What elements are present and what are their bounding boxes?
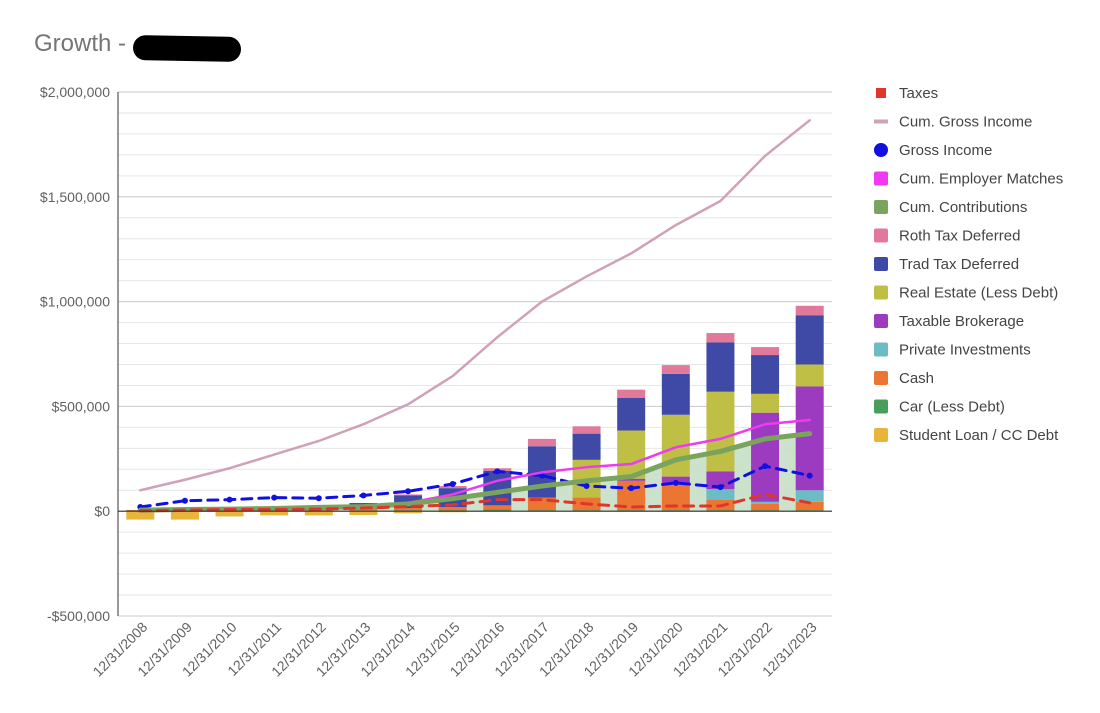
bar-student-loan-cc-debt: [126, 511, 155, 520]
y-tick-label: $2,000,000: [40, 84, 110, 100]
legend-marker-cum-contributions: [874, 200, 888, 214]
point-gross-income: [181, 497, 188, 504]
bar-cash: [795, 501, 824, 511]
bar-real-estate-less-debt: [706, 391, 735, 472]
legend-label-real-estate-less-debt: Real Estate (Less Debt): [899, 285, 1058, 302]
legend-marker-roth-tax-deferred: [874, 228, 888, 243]
bar-private-investments: [795, 490, 824, 502]
bar-student-loan-cc-debt: [349, 511, 378, 515]
legend-label-taxes: Taxes: [899, 85, 938, 102]
bar-trad-tax-deferred: [795, 315, 824, 365]
bar-taxable-brokerage: [706, 471, 735, 490]
legend-label-roth-tax-deferred: Roth Tax Deferred: [899, 228, 1020, 245]
bar-cash: [483, 505, 512, 510]
bar-private-investments: [706, 489, 735, 500]
bar-student-loan-cc-debt: [170, 511, 199, 520]
legend-label-cash: Cash: [899, 370, 934, 387]
bar-roth-tax-deferred: [661, 365, 690, 374]
point-gross-income: [762, 463, 769, 470]
line-gross-income: [138, 464, 812, 509]
bar-student-loan-cc-debt: [215, 511, 244, 517]
bar-taxable-brokerage: [617, 478, 646, 481]
bar-cash: [438, 507, 467, 511]
bar-real-estate-less-debt: [751, 393, 780, 413]
bar-roth-tax-deferred: [706, 333, 735, 343]
legend-marker-real-estate-less-debt: [874, 285, 888, 300]
legend-marker-trad-tax-deferred: [874, 257, 888, 271]
legend-marker-student-loan-cc-debt: [874, 428, 888, 442]
bar-private-investments: [751, 501, 780, 504]
y-tick-label: $0: [94, 503, 110, 519]
bar-real-estate-less-debt: [795, 364, 824, 387]
legend-marker-private-investments: [874, 342, 888, 357]
point-gross-income: [494, 468, 501, 475]
point-gross-income: [449, 480, 456, 487]
point-gross-income: [226, 496, 233, 503]
bar-roth-tax-deferred: [795, 305, 824, 316]
bar-taxable-brokerage: [751, 412, 780, 502]
y-tick-label: $500,000: [52, 398, 111, 414]
legend-label-taxable-brokerage: Taxable Brokerage: [899, 313, 1024, 330]
bar-roth-tax-deferred: [527, 438, 556, 447]
bar-car-less-debt: [483, 509, 512, 512]
legend-label-cum-contributions: Cum. Contributions: [899, 199, 1027, 216]
legend-label-car-less-debt: Car (Less Debt): [899, 399, 1005, 416]
bar-trad-tax-deferred: [706, 342, 735, 392]
y-tick-label: $1,000,000: [40, 294, 110, 310]
point-gross-income: [271, 494, 278, 501]
y-tick-label: -$500,000: [47, 608, 110, 624]
legend-marker-cum-gross-income: [874, 119, 888, 124]
point-gross-income: [806, 472, 813, 479]
legend-label-student-loan-cc-debt: Student Loan / CC Debt: [899, 427, 1059, 444]
legend-label-private-investments: Private Investments: [899, 342, 1031, 359]
bar-cash: [394, 508, 423, 511]
bar-trad-tax-deferred: [617, 398, 646, 431]
legend: Taxes Cum. Gross Income Gross Income Cum. E…: [874, 85, 1063, 444]
legend-label-cum-employer-matches: Cum. Employer Matches: [899, 171, 1063, 188]
line-taxes: [138, 492, 812, 513]
line-cum-gross-income: [139, 119, 811, 492]
bar-cash: [751, 503, 780, 511]
bar-roth-tax-deferred: [572, 426, 601, 434]
bar-trad-tax-deferred: [572, 433, 601, 460]
legend-marker-taxable-brokerage: [874, 314, 888, 328]
point-gross-income: [628, 485, 635, 492]
bar-trad-tax-deferred: [661, 373, 690, 415]
point-gross-income: [360, 492, 367, 499]
legend-label-trad-tax-deferred: Trad Tax Deferred: [899, 256, 1019, 273]
legend-marker-gross-income: [874, 143, 888, 157]
legend-marker-taxes: [876, 88, 886, 98]
bar-taxable-brokerage: [661, 476, 690, 483]
point-gross-income: [583, 483, 590, 490]
legend-marker-car-less-debt: [874, 399, 888, 414]
point-gross-income: [405, 488, 412, 495]
legend-label-cum-gross-income: Cum. Gross Income: [899, 114, 1032, 131]
point-gross-income: [672, 479, 679, 486]
legend-marker-cum-employer-matches: [874, 171, 888, 186]
legend-marker-cash: [874, 371, 888, 385]
x-tick-labels: 12/31/200812/31/200912/31/201012/31/2011…: [90, 619, 820, 680]
bar-student-loan-cc-debt: [304, 511, 333, 516]
bar-trad-tax-deferred: [751, 355, 780, 394]
bar-roth-tax-deferred: [617, 389, 646, 399]
bar-student-loan-cc-debt: [260, 511, 289, 516]
bar-roth-tax-deferred: [438, 486, 467, 489]
point-gross-income: [717, 484, 724, 491]
y-tick-labels: $2,000,000 $1,500,000 $1,000,000 $500,000 $0…: [40, 84, 110, 624]
bar-roth-tax-deferred: [394, 494, 423, 496]
bar-roth-tax-deferred: [751, 347, 780, 356]
series-lines: [137, 119, 813, 513]
axes: [117, 92, 832, 616]
point-gross-income: [315, 495, 322, 502]
bar-student-loan-cc-debt: [394, 511, 423, 514]
point-gross-income: [538, 472, 545, 479]
chart-title: Growth -: [34, 30, 127, 57]
y-tick-label: $1,500,000: [40, 189, 110, 205]
legend-label-gross-income: Gross Income: [899, 142, 992, 159]
